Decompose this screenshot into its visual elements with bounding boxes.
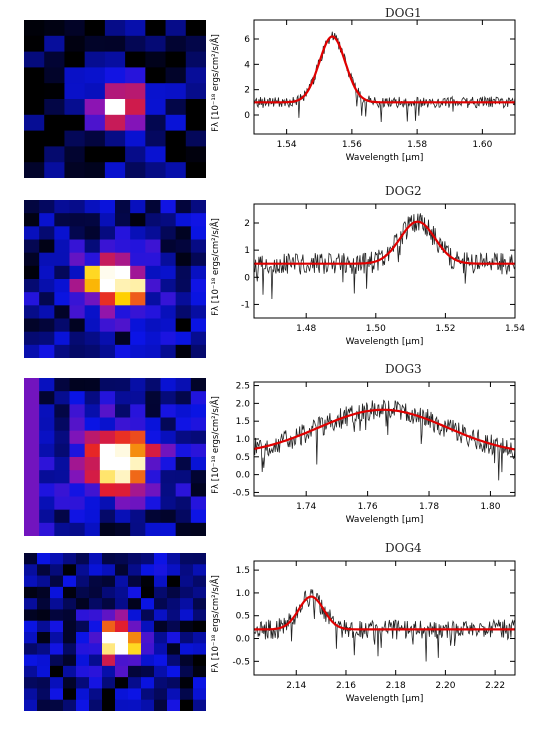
x-tick-label: 1.80 [480, 502, 500, 512]
gaussian-fit-line [254, 595, 515, 631]
plot-frame [253, 560, 516, 676]
gaussian-fit-line [254, 220, 515, 265]
y-tick-label: 0 [244, 111, 250, 121]
observed-spectrum-line [254, 31, 515, 123]
spectrum-plot: 1.48 1.50 1.52 1.54 -1 0 1 2 Wavelength [μm] Fλ [… [206, 184, 546, 362]
gaussian-fit-line [254, 35, 515, 104]
y-tick-label: 2.0 [236, 399, 251, 409]
galaxy-thumbnail [24, 200, 206, 358]
x-tick-label: 2.16 [336, 681, 356, 691]
y-tick-label: -1 [241, 300, 250, 310]
x-axis-label: Wavelength [μm] [346, 694, 424, 704]
x-tick-label: 2.20 [435, 681, 455, 691]
x-tick-label: 1.78 [419, 502, 439, 512]
y-axis-label: Fλ [10⁻¹⁸ ergs/cm²/s/Å] [209, 575, 221, 673]
spectrum-plot: 2.14 2.16 2.18 2.20 2.22 -0.5 0.0 0.5 1.0 1.5 Wave… [206, 541, 546, 719]
galaxy-thumbnail [24, 553, 206, 711]
y-tick-label: 1.5 [236, 566, 250, 576]
y-axis-label: Fλ [10⁻¹⁸ ergs/cm²/s/Å] [209, 396, 221, 494]
observed-spectrum-line [254, 589, 515, 662]
y-tick-label: 2 [244, 219, 250, 229]
panel-dog3: DOG3 1.74 1.76 1.78 1.80 -0.5 0.0 0.5 1.0 1.5 2.0… [0, 362, 552, 540]
x-tick-label: 1.54 [277, 140, 297, 150]
y-tick-label: -0.5 [232, 488, 250, 498]
y-tick-label: 0.5 [236, 453, 250, 463]
x-tick-label: 1.60 [472, 140, 492, 150]
x-tick-label: 1.52 [435, 324, 455, 334]
spectrum-plot: 1.54 1.56 1.58 1.60 0 2 4 6 Wavelength [μm] Fλ [1… [206, 0, 546, 178]
y-tick-label: 6 [244, 35, 250, 45]
panel-title: DOG3 [385, 362, 422, 376]
panel-dog1: DOG1 1.54 1.56 1.58 1.60 0 2 4 6 Wavelength [μm]… [0, 0, 552, 178]
plot-frame [253, 19, 516, 135]
x-tick-label: 1.50 [366, 324, 386, 334]
galaxy-thumbnail [24, 378, 206, 536]
y-tick-label: 1 [244, 246, 250, 256]
plot-frame [253, 203, 516, 319]
gaussian-fit-line [254, 408, 515, 451]
y-axis-label: Fλ [10⁻¹⁸ ergs/cm²/s/Å] [209, 218, 221, 316]
x-tick-label: 2.18 [386, 681, 406, 691]
y-tick-label: 0 [244, 273, 250, 283]
x-axis-label: Wavelength [μm] [346, 337, 424, 347]
observed-spectrum-line [254, 213, 515, 300]
x-tick-label: 1.54 [505, 324, 525, 334]
x-tick-label: 1.76 [358, 502, 378, 512]
galaxy-thumbnail [24, 20, 206, 178]
y-tick-label: 1.0 [236, 589, 251, 599]
spectrum-plot: 1.74 1.76 1.78 1.80 -0.5 0.0 0.5 1.0 1.5 2.0 2.5 Wa… [206, 362, 546, 540]
panel-dog4: DOG4 2.14 2.16 2.18 2.20 2.22 -0.5 0.0 0.5 1.0 1.… [0, 541, 552, 719]
panel-title: DOG4 [385, 541, 422, 555]
y-axis-label: Fλ [10⁻¹⁸ ergs/cm²/s/Å] [209, 34, 221, 132]
x-tick-label: 1.58 [407, 140, 427, 150]
observed-spectrum-line [254, 399, 515, 481]
panel-title: DOG2 [385, 184, 422, 198]
y-tick-label: 1.0 [236, 435, 251, 445]
panel-title: DOG1 [385, 6, 422, 20]
x-tick-label: 1.74 [296, 502, 316, 512]
y-tick-label: 0.0 [236, 635, 251, 645]
x-tick-label: 1.56 [342, 140, 362, 150]
y-tick-label: 0.0 [236, 471, 251, 481]
y-tick-label: 1.5 [236, 417, 250, 427]
y-tick-label: 2 [244, 86, 250, 96]
y-tick-label: 4 [244, 60, 250, 70]
panel-dog2: DOG2 1.48 1.50 1.52 1.54 -1 0 1 2 Wavelength [μm… [0, 184, 552, 362]
x-tick-label: 2.14 [286, 681, 306, 691]
x-axis-label: Wavelength [μm] [346, 153, 424, 163]
y-tick-label: 0.5 [236, 612, 250, 622]
y-tick-label: -0.5 [232, 657, 250, 667]
x-axis-label: Wavelength [μm] [346, 515, 424, 525]
x-tick-label: 1.48 [296, 324, 316, 334]
x-tick-label: 2.22 [485, 681, 505, 691]
y-tick-label: 2.5 [236, 382, 250, 392]
